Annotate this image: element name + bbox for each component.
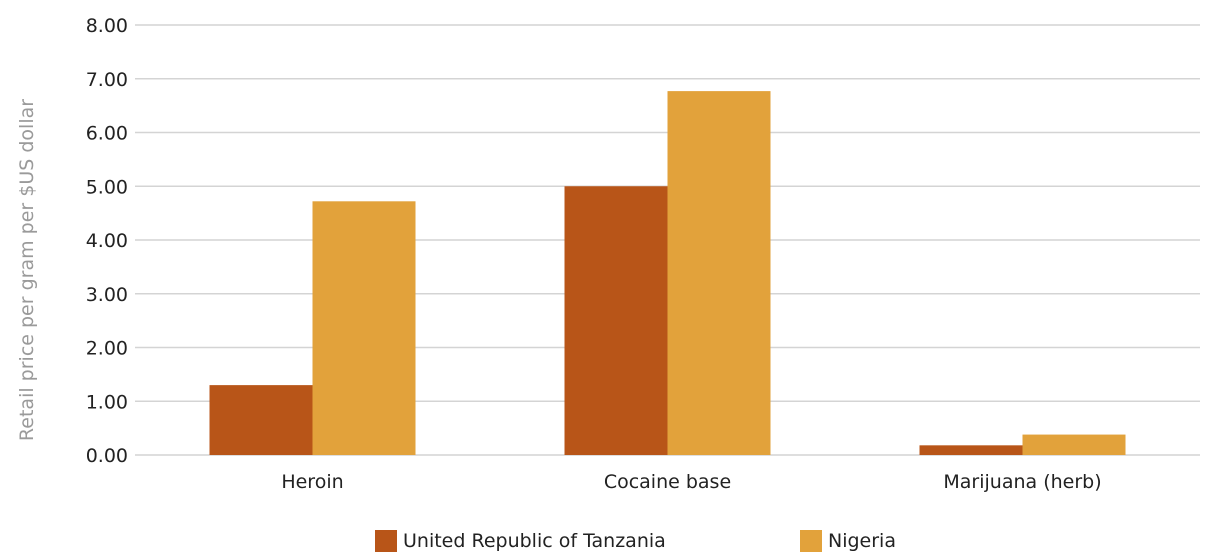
bar-nigeria-0 (312, 201, 416, 455)
legend-label-nigeria: Nigeria (828, 530, 896, 552)
legend-item-tanzania: United Republic of Tanzania (375, 530, 666, 552)
bar-tanzania-0 (209, 385, 313, 455)
y-tick-label: 6.00 (86, 123, 128, 145)
legend-label-tanzania: United Republic of Tanzania (403, 530, 666, 552)
bar-chart: 0.00 1.00 2.00 3.00 4.00 5.00 6.00 7.00 8.00 Her… (16, 15, 1200, 493)
y-tick-label: 7.00 (86, 69, 128, 91)
legend-swatch-tanzania (375, 530, 397, 552)
y-tick-label: 0.00 (86, 445, 128, 467)
x-axis-categories: Heroin Cocaine base Marijuana (herb) (281, 471, 1101, 493)
y-axis-label: Retail price per gram per $US dollar (16, 99, 38, 441)
bar-nigeria-1 (667, 91, 771, 456)
y-tick-label: 8.00 (86, 15, 128, 37)
y-tick-label: 3.00 (86, 284, 128, 306)
y-tick-label: 2.00 (86, 338, 128, 360)
bar-nigeria-2 (1022, 434, 1126, 455)
bar-tanzania-2 (919, 445, 1023, 455)
x-category-label: Marijuana (herb) (943, 471, 1101, 493)
legend-swatch-nigeria (800, 530, 822, 552)
bar-tanzania-1 (564, 186, 668, 455)
y-tick-label: 4.00 (86, 230, 128, 252)
y-tick-label: 1.00 (86, 391, 128, 413)
legend: United Republic of Tanzania Nigeria (0, 530, 1211, 556)
y-axis-ticks: 0.00 1.00 2.00 3.00 4.00 5.00 6.00 7.00 8.00 (86, 15, 128, 467)
x-category-label: Cocaine base (604, 471, 731, 493)
legend-item-nigeria: Nigeria (800, 530, 896, 552)
x-category-label: Heroin (281, 471, 343, 493)
bars (209, 91, 1126, 456)
y-tick-label: 5.00 (86, 176, 128, 198)
